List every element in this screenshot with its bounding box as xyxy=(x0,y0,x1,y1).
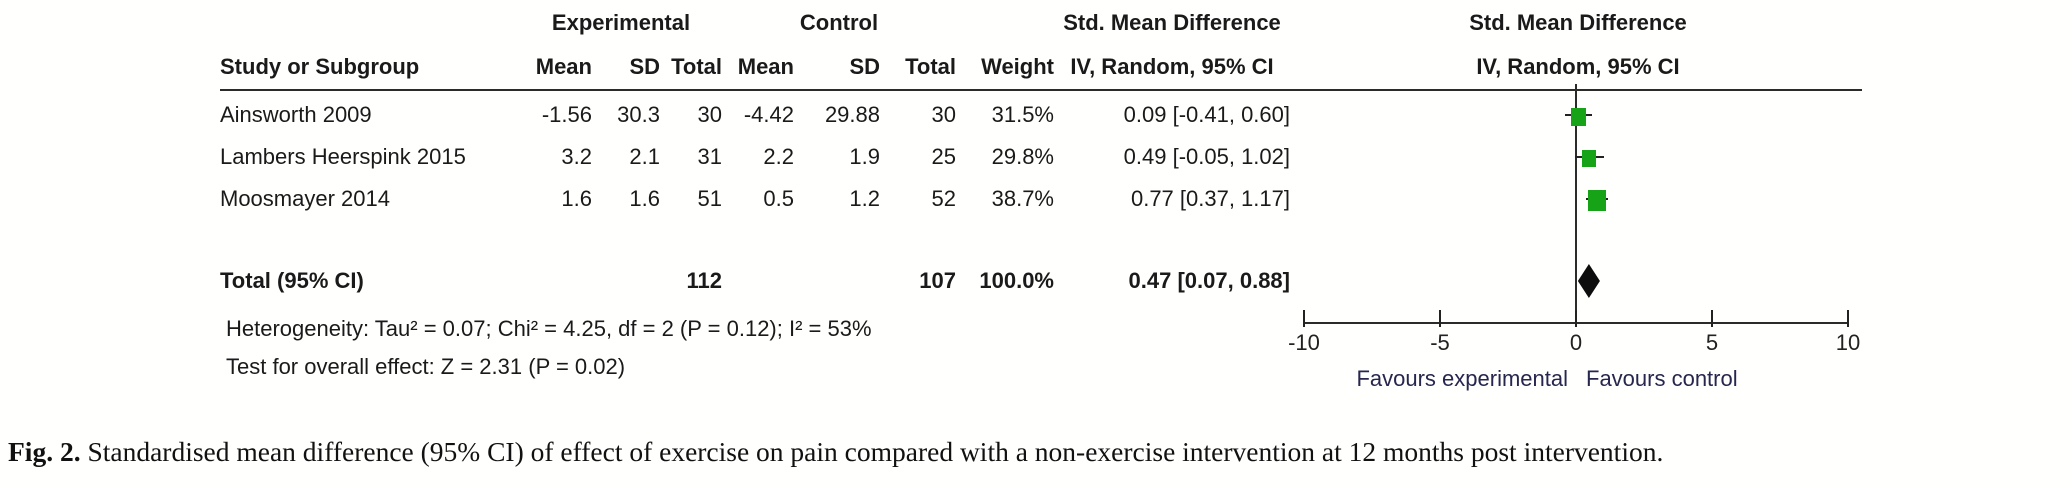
total-exp-header: Total xyxy=(671,54,722,79)
axis-tick xyxy=(1575,310,1577,327)
axis-tick-label: 0 xyxy=(1569,330,1583,355)
figure-number: Fig. 2. xyxy=(8,436,81,467)
study-square-marker xyxy=(1587,190,1606,211)
caption-text: Standardised mean difference (95% CI) of… xyxy=(87,436,1664,467)
control-group-header: Control xyxy=(799,10,879,35)
axis-tick-label: -10 xyxy=(1288,330,1320,355)
overall-effect-stats: Test for overall effect: Z = 2.31 (P = 0… xyxy=(226,354,626,379)
total-ctrl-header: Total xyxy=(905,54,956,79)
axis-tick xyxy=(1303,310,1305,327)
axis-tick xyxy=(1439,310,1441,327)
study-name: Ainsworth 2009 xyxy=(220,102,372,127)
axis-tick xyxy=(1711,310,1713,327)
study-column-header: Study or Subgroup xyxy=(220,54,420,79)
ci-estimate-text: 0.09 [-0.41, 0.60] xyxy=(1123,102,1290,127)
study-row: Lambers Heerspink 2015 3.2 2.1 31 2.2 1.… xyxy=(220,144,1290,169)
iv-text-header: IV, Random, 95% CI xyxy=(1070,54,1274,79)
study-square-marker xyxy=(1570,107,1586,126)
zero-effect-line xyxy=(1575,84,1577,324)
column-header-row: Study or Subgroup Mean SD Total Mean SD … xyxy=(220,46,1290,88)
favours-left-label: Favours experimental xyxy=(1356,366,1568,391)
header-divider-line xyxy=(220,89,1862,91)
mean-exp-header: Mean xyxy=(535,54,592,79)
ci-estimate-text: 0.49 [-0.05, 1.02] xyxy=(1123,144,1290,169)
total-label: Total (95% CI) xyxy=(220,268,364,293)
total-row: Total (95% CI) 112 107 100.0% 0.47 [0.07… xyxy=(220,268,1290,293)
favours-right-label: Favours control xyxy=(1586,366,1738,391)
study-row: Moosmayer 2014 1.6 1.6 51 0.5 1.2 52 38.… xyxy=(220,186,1290,211)
pooled-diamond xyxy=(1577,264,1600,298)
sd-exp-header: SD xyxy=(629,54,660,79)
pooled-ci-text: 0.47 [0.07, 0.88] xyxy=(1128,268,1290,293)
study-row: Ainsworth 2009 -1.56 30.3 30 -4.42 29.88… xyxy=(220,102,1290,127)
iv-plot-header: IV, Random, 95% CI xyxy=(1476,54,1680,79)
axis-tick xyxy=(1847,310,1849,327)
axis-tick-label: -5 xyxy=(1430,330,1450,355)
sd-ctrl-header: SD xyxy=(849,54,880,79)
experimental-group-header: Experimental xyxy=(551,10,691,35)
heterogeneity-stats: Heterogeneity: Tau² = 0.07; Chi² = 4.25,… xyxy=(226,316,872,341)
axis-tick-label: 5 xyxy=(1705,330,1719,355)
axis-tick-label: 10 xyxy=(1835,330,1861,355)
weight-header: Weight xyxy=(981,54,1054,79)
study-name: Moosmayer 2014 xyxy=(220,186,390,211)
study-name: Lambers Heerspink 2015 xyxy=(220,144,466,169)
mean-ctrl-header: Mean xyxy=(737,54,794,79)
smd-plot-header: Std. Mean Difference xyxy=(1469,10,1687,35)
ci-estimate-text: 0.77 [0.37, 1.17] xyxy=(1130,186,1290,211)
smd-text-column-header: Std. Mean Difference xyxy=(1063,10,1281,35)
study-square-marker xyxy=(1582,150,1597,167)
figure-caption: Fig. 2. Standardised mean difference (95… xyxy=(8,436,2068,468)
